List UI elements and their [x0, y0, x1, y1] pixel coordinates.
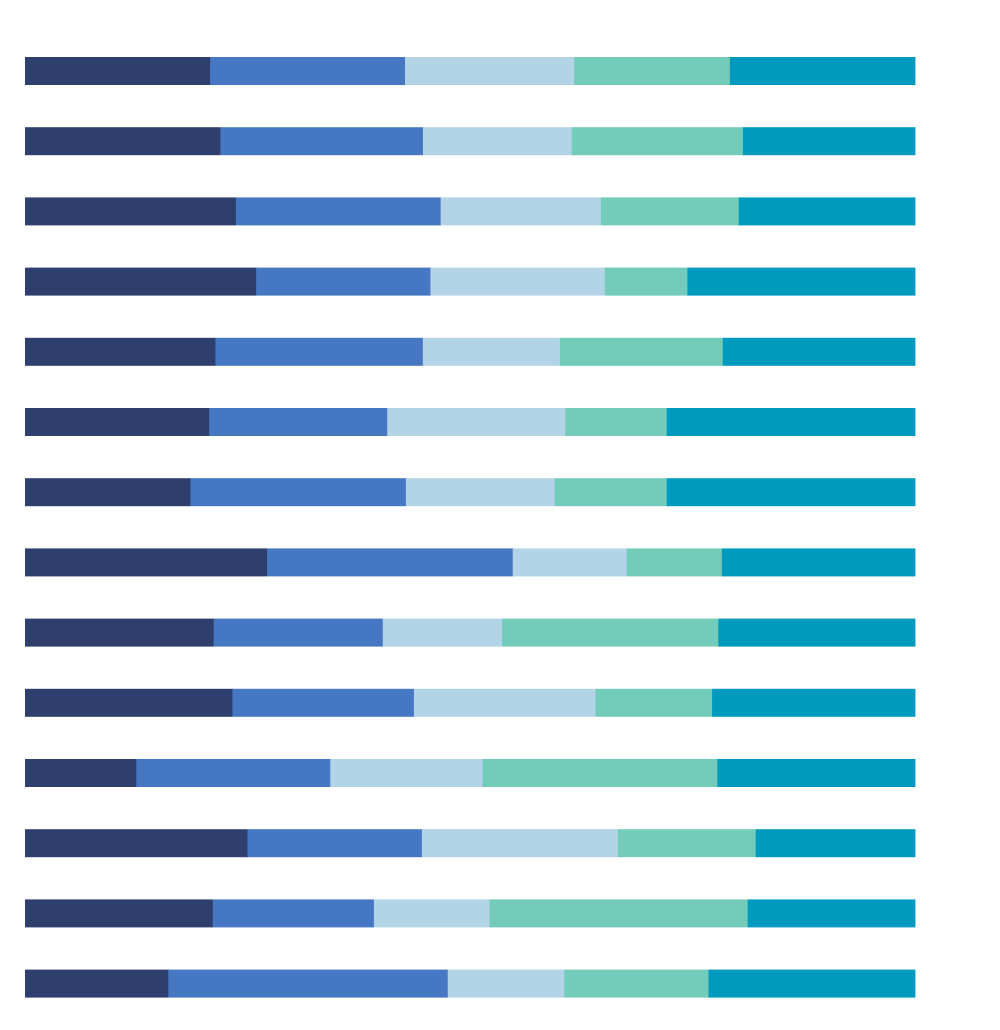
bar-segment-row-10-series-2	[232, 688, 415, 717]
bar-segment-row-10-series-5	[712, 688, 916, 717]
bar-segment-row-13-series-2	[212, 899, 375, 928]
bar-segment-row-12-series-3	[421, 829, 619, 858]
bar-segment-row-14-series-3	[447, 969, 565, 998]
bar-segment-row-2-series-3	[422, 127, 573, 156]
bar-segment-row-7-series-4	[554, 478, 668, 507]
bar-segment-row-14-series-4	[564, 969, 709, 998]
bar-segment-row-3-series-1	[25, 197, 237, 226]
bar-segment-row-14-series-1	[25, 969, 169, 998]
bar-segment-row-9-series-5	[718, 618, 916, 647]
bar-segment-row-7-series-2	[190, 478, 407, 507]
bar-segment-row-8-series-5	[721, 548, 916, 577]
bar-segment-row-9-series-3	[382, 618, 503, 647]
bar-segment-row-12-series-2	[247, 829, 423, 858]
bar-segment-row-6-series-1	[25, 408, 210, 436]
bar-segment-row-4-series-2	[256, 267, 431, 296]
bar-segment-row-5-series-5	[722, 337, 916, 366]
bar-segment-row-3-series-4	[600, 197, 740, 226]
bar-segment-row-10-series-3	[413, 688, 596, 717]
bar-segment-row-10-series-1	[25, 688, 233, 717]
bar-segment-row-1-series-3	[405, 57, 575, 85]
bar-segment-row-1-series-5	[729, 57, 916, 85]
bar-segment-row-11-series-3	[330, 759, 483, 787]
bar-segment-row-7-series-3	[405, 478, 555, 507]
bar-segment-row-12-series-1	[25, 829, 248, 858]
bar-segment-row-4-series-4	[604, 267, 688, 296]
bar-segment-row-13-series-5	[747, 899, 916, 928]
bar-segment-row-11-series-4	[482, 759, 718, 787]
bar-segment-row-4-series-1	[25, 267, 257, 296]
bar-segment-row-8-series-3	[512, 548, 628, 577]
bar-segment-row-2-series-2	[220, 127, 424, 156]
bar-segment-row-9-series-4	[502, 618, 719, 647]
bar-segment-row-6-series-4	[565, 408, 668, 436]
bar-segment-row-9-series-2	[213, 618, 384, 647]
bar-segment-row-3-series-2	[235, 197, 442, 226]
bar-segment-row-12-series-4	[617, 829, 757, 858]
bar-segment-row-13-series-3	[373, 899, 490, 928]
bar-segment-row-1-series-4	[574, 57, 731, 85]
bar-segment-row-8-series-2	[267, 548, 514, 577]
bars-group	[25, 57, 916, 998]
bar-segment-row-9-series-1	[25, 618, 215, 647]
bar-segment-row-6-series-3	[387, 408, 566, 436]
bar-segment-row-8-series-1	[25, 548, 268, 577]
bar-segment-row-5-series-2	[215, 337, 424, 366]
bar-segment-row-14-series-2	[168, 969, 449, 998]
bar-segment-row-11-series-1	[25, 759, 137, 787]
bar-segment-row-12-series-5	[755, 829, 916, 858]
bar-segment-row-2-series-1	[25, 127, 221, 156]
bar-segment-row-10-series-4	[595, 688, 713, 717]
bar-segment-row-1-series-1	[25, 57, 211, 85]
bar-segment-row-5-series-3	[422, 337, 561, 366]
bar-segment-row-14-series-5	[708, 969, 916, 998]
bar-segment-row-5-series-4	[559, 337, 724, 366]
bar-segment-row-6-series-5	[666, 408, 916, 436]
bar-segment-row-7-series-5	[666, 478, 916, 507]
bar-segment-row-11-series-5	[717, 759, 916, 787]
bar-segment-row-5-series-1	[25, 337, 216, 366]
bar-segment-row-13-series-1	[25, 899, 214, 928]
bar-segment-row-11-series-2	[136, 759, 331, 787]
bar-segment-row-8-series-4	[626, 548, 723, 577]
bar-segment-row-1-series-2	[210, 57, 406, 85]
bar-segment-row-4-series-3	[430, 267, 606, 296]
bar-segment-row-2-series-4	[571, 127, 744, 156]
bar-segment-row-2-series-5	[742, 127, 916, 156]
bar-segment-row-6-series-2	[209, 408, 388, 436]
bar-segment-row-3-series-3	[440, 197, 602, 226]
bar-segment-row-3-series-5	[738, 197, 916, 226]
bar-segment-row-4-series-5	[687, 267, 916, 296]
bar-segment-row-13-series-4	[489, 899, 749, 928]
bar-segment-row-7-series-1	[25, 478, 191, 507]
